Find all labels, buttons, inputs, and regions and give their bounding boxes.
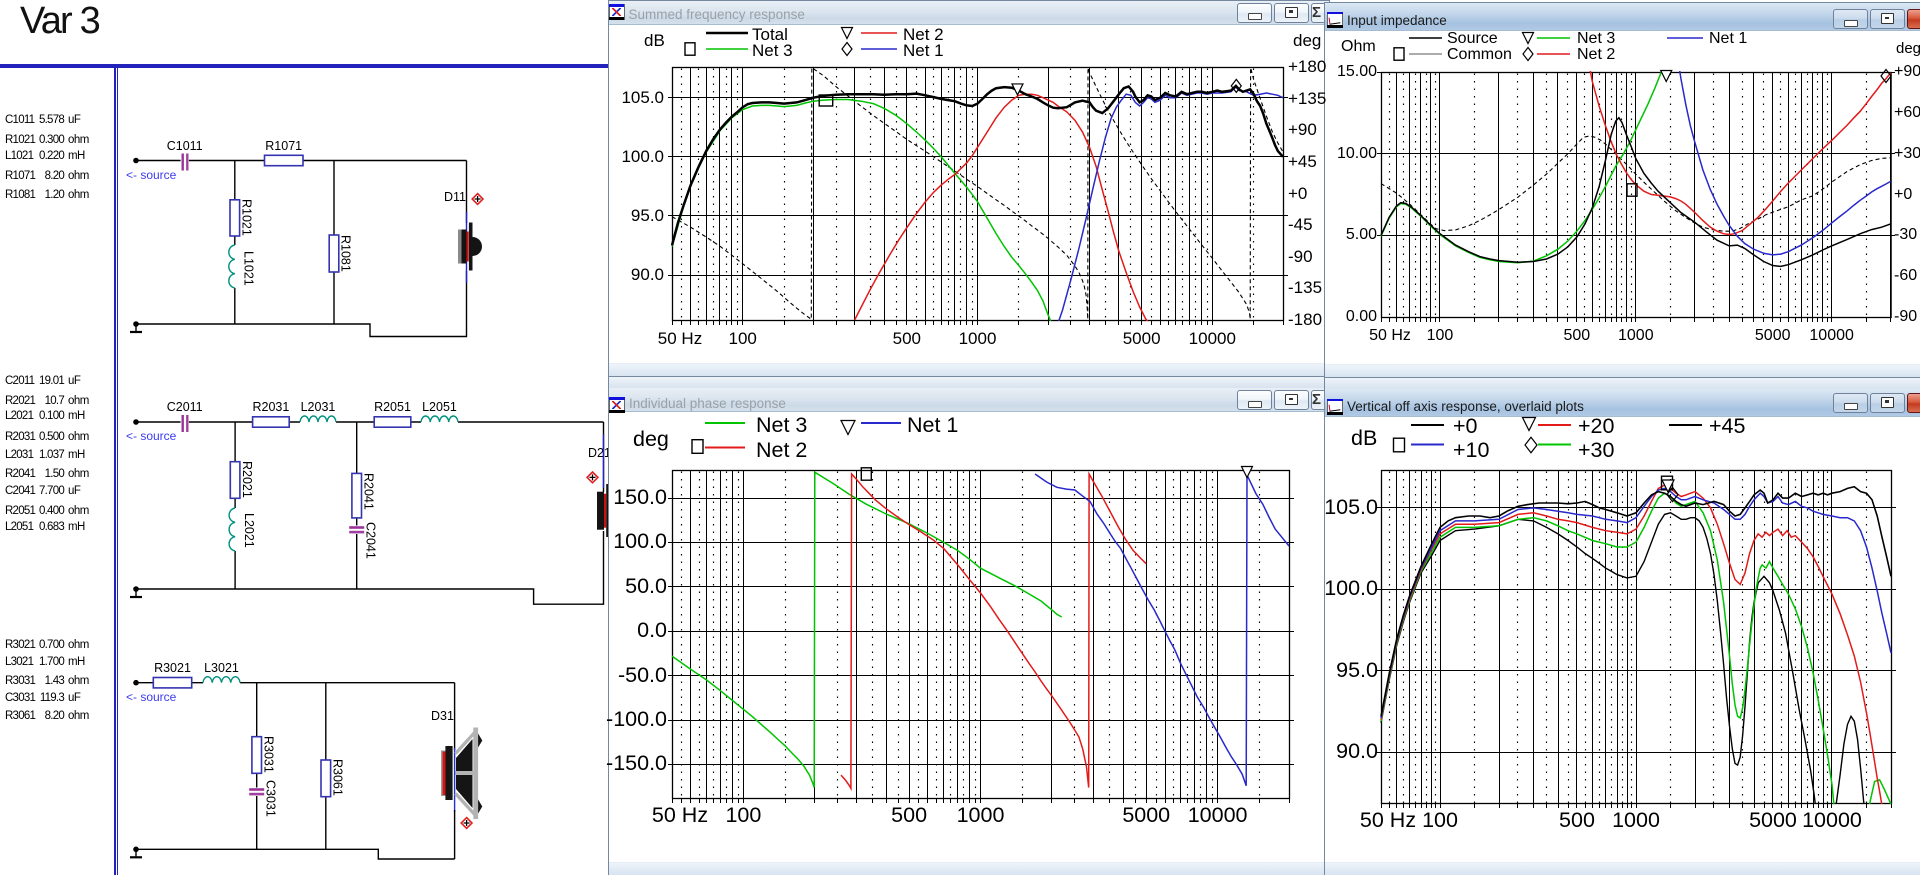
svg-text:L1021: L1021 bbox=[242, 251, 256, 286]
svg-text:L2021: L2021 bbox=[242, 513, 256, 548]
svg-text:C2041: C2041 bbox=[363, 522, 377, 559]
svg-text:C3031: C3031 bbox=[263, 780, 277, 817]
svg-text:R3031: R3031 bbox=[261, 736, 275, 773]
svg-text:R1021: R1021 bbox=[240, 199, 254, 236]
svg-text:R2041: R2041 bbox=[361, 473, 375, 510]
svg-text:R2021: R2021 bbox=[240, 461, 254, 498]
svg-text:R3061: R3061 bbox=[331, 759, 345, 796]
svg-text:R1081: R1081 bbox=[339, 235, 353, 272]
